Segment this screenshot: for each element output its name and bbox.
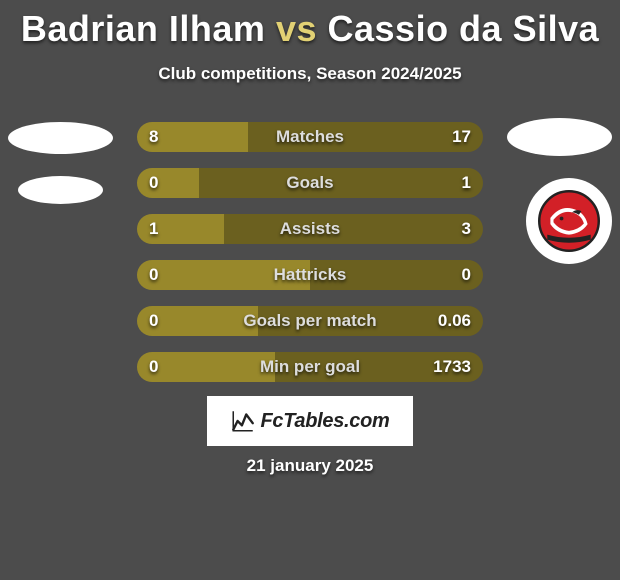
stat-label: Assists — [137, 214, 483, 244]
comparison-title: Badrian Ilham vs Cassio da Silva — [0, 0, 620, 50]
stat-label: Matches — [137, 122, 483, 152]
date-label: 21 january 2025 — [0, 456, 620, 476]
stat-value-right: 0 — [462, 260, 471, 290]
stat-row: Min per goal0 1733 — [137, 352, 483, 382]
stat-row: Goals per match0 0.06 — [137, 306, 483, 336]
stat-value-left: 0 — [149, 260, 158, 290]
madura-united-icon — [538, 190, 600, 252]
player1-badge-placeholder-1 — [8, 122, 113, 154]
title-player2: Cassio da Silva — [328, 8, 600, 49]
stat-label: Hattricks — [137, 260, 483, 290]
stat-value-right: 3 — [462, 214, 471, 244]
stats-container: Matches817Goals01Assists13Hattricks00Goa… — [137, 122, 483, 398]
stat-row: Goals0 1 — [137, 168, 483, 198]
player2-badge-placeholder — [507, 118, 612, 156]
player1-badge-placeholder-2 — [18, 176, 103, 204]
stat-row: Assists1 3 — [137, 214, 483, 244]
fctables-watermark: FcTables.com — [207, 396, 413, 446]
stat-value-left: 1 — [149, 214, 158, 244]
chart-icon — [230, 408, 256, 434]
fctables-label: FcTables.com — [260, 410, 389, 433]
stat-value-right: 0.06 — [438, 306, 471, 336]
stat-row: Matches8 17 — [137, 122, 483, 152]
stat-label: Min per goal — [137, 352, 483, 382]
stat-value-left: 0 — [149, 168, 158, 198]
stat-value-left: 8 — [149, 122, 158, 152]
stat-value-left: 0 — [149, 306, 158, 336]
title-player1: Badrian Ilham — [21, 8, 266, 49]
club-badge — [526, 178, 612, 264]
stat-value-left: 0 — [149, 352, 158, 382]
subtitle: Club competitions, Season 2024/2025 — [0, 64, 620, 84]
stat-value-right: 1733 — [433, 352, 471, 382]
stat-row: Hattricks0 0 — [137, 260, 483, 290]
stat-value-right: 17 — [452, 122, 471, 152]
stat-label: Goals per match — [137, 306, 483, 336]
title-vs: vs — [276, 8, 317, 49]
stat-value-right: 1 — [462, 168, 471, 198]
stat-label: Goals — [137, 168, 483, 198]
